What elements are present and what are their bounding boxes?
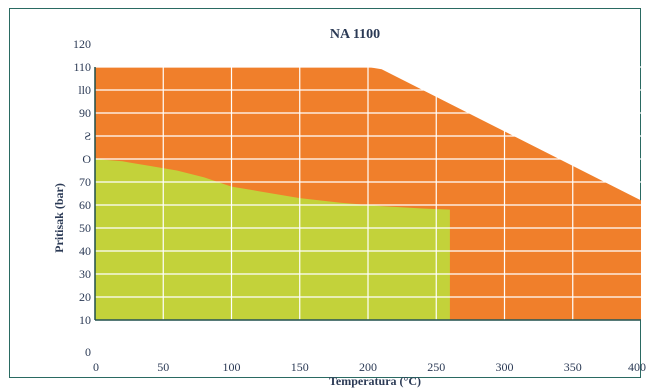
y-tick-label: 110: [73, 60, 91, 74]
x-axis-label: Temperatura (°C): [329, 374, 421, 388]
y-tick-label: 30: [79, 267, 91, 281]
x-tick-label: 150: [291, 360, 309, 374]
chart-frame: [9, 8, 641, 378]
chart-title: NA 1100: [330, 27, 380, 42]
y-tick-label: ll0: [78, 83, 91, 97]
tick-labels: 0 10 20 30 40 50 60 70 OƧ 90 ll0 110 120 0 50 100 150 200…: [73, 37, 646, 374]
y-tick-label: Ƨ: [84, 129, 91, 143]
plot-area: [94, 66, 641, 321]
x-tick-label: 400: [628, 360, 646, 374]
y-tick-label: O: [82, 152, 91, 166]
y-tick-label: 40: [79, 244, 91, 258]
y-tick-label: 0: [85, 345, 91, 359]
x-tick-label: 350: [564, 360, 582, 374]
y-axis-label: Pritisak (bar): [52, 183, 66, 253]
x-tick-label: 200: [359, 360, 377, 374]
x-tick-label: 250: [427, 360, 445, 374]
area-series-2: [95, 159, 450, 320]
y-tick-label: 10: [79, 313, 91, 327]
y-tick-label: 120: [73, 37, 91, 51]
y-tick-label: 60: [79, 198, 91, 212]
y-tick-label: 20: [79, 290, 91, 304]
y-tick-label: 50: [79, 221, 91, 235]
y-tick-label: 70: [79, 175, 91, 189]
x-tick-label: 50: [157, 360, 169, 374]
x-tick-label: 300: [496, 360, 514, 374]
x-tick-label: 100: [223, 360, 241, 374]
x-tick-label: 0: [93, 360, 99, 374]
y-tick-label: 90: [79, 106, 91, 120]
